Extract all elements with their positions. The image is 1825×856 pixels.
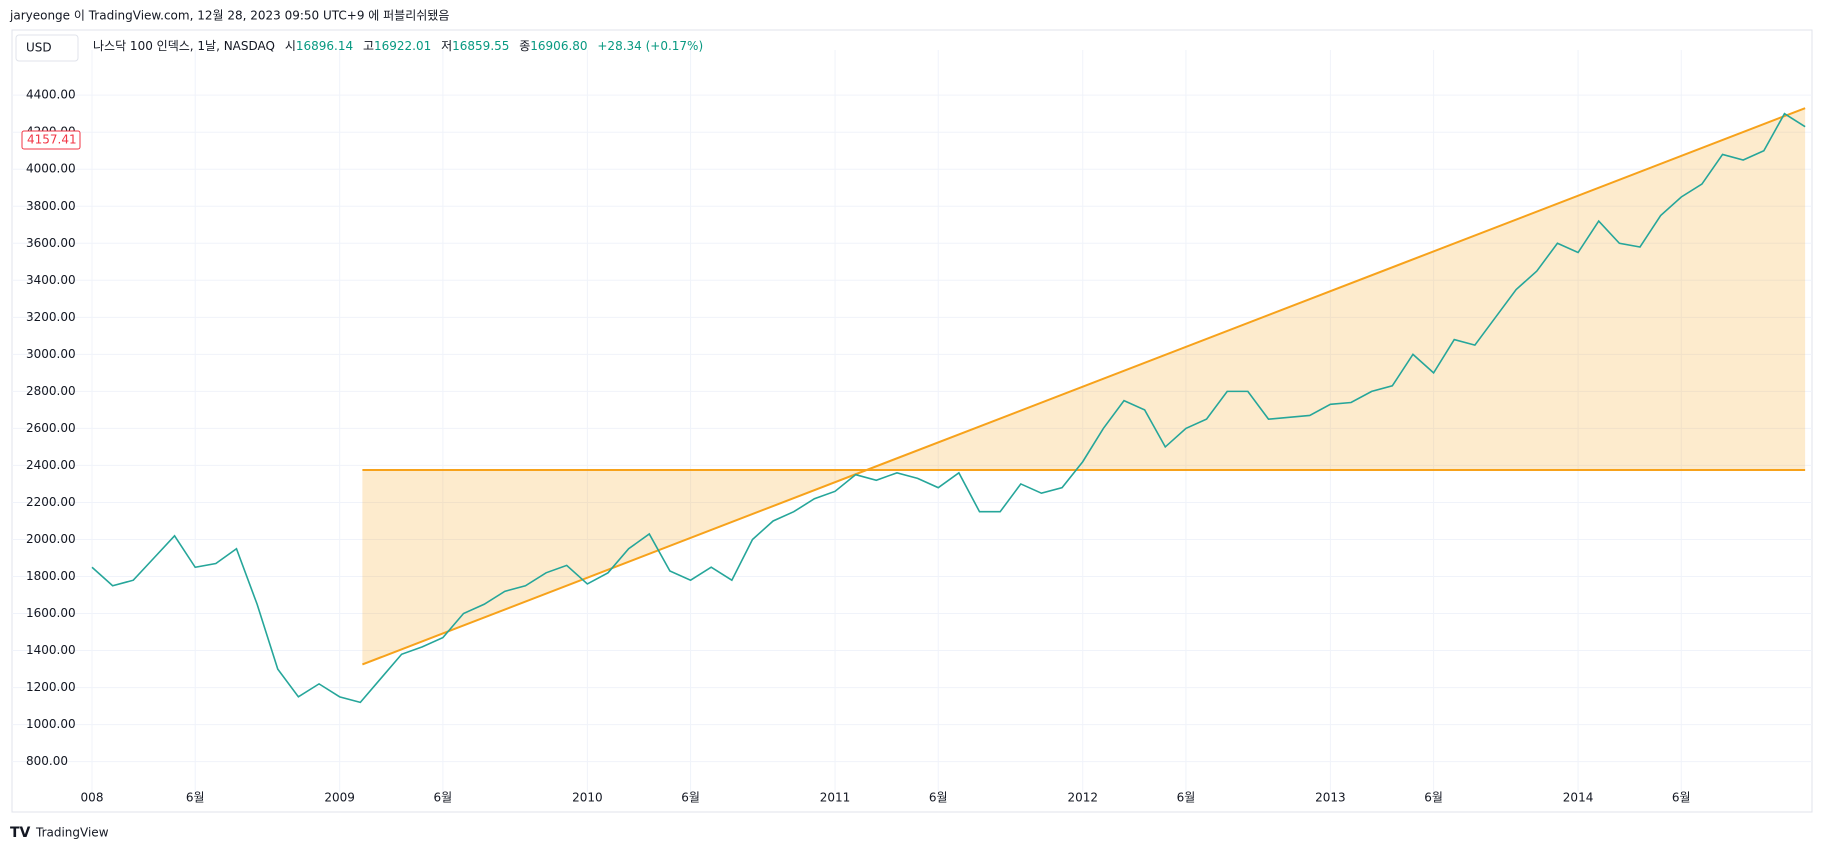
y-tick-label: 2600.00 xyxy=(26,421,76,435)
y-tick-label: 1000.00 xyxy=(26,717,76,731)
currency: USD xyxy=(26,41,52,55)
y-tick-label: 1200.00 xyxy=(26,680,76,694)
price-tag-box xyxy=(21,130,81,150)
x-tick-label: 008 xyxy=(81,791,104,805)
x-tick-label: 6월 xyxy=(1672,791,1691,805)
x-tick-label: 6월 xyxy=(929,791,948,805)
x-tick-label: 2013 xyxy=(1315,791,1346,805)
y-tick-label: 2200.00 xyxy=(26,495,76,509)
y-tick-label: 3400.00 xyxy=(26,273,76,287)
y-tick-label: 4000.00 xyxy=(26,162,76,176)
y-tick-label: 4400.00 xyxy=(26,88,76,102)
logo: 𝗧𝗩 xyxy=(10,825,31,841)
y-tick-label: 2400.00 xyxy=(26,458,76,472)
x-tick-label: 2009 xyxy=(324,791,355,805)
x-tick-label: 2012 xyxy=(1067,791,1098,805)
x-tick-label: 6월 xyxy=(681,791,700,805)
currency-button[interactable] xyxy=(15,34,79,62)
y-tick-label: 1400.00 xyxy=(26,643,76,657)
trend-line xyxy=(362,107,1806,666)
brand: TradingView xyxy=(35,826,109,840)
x-tick-label: 2010 xyxy=(572,791,603,805)
close: 16906.80 xyxy=(530,39,587,53)
y-tick-label: 1600.00 xyxy=(26,606,76,620)
high-label: 고 xyxy=(363,39,374,53)
x-tick-label: 6월 xyxy=(1424,791,1443,805)
y-tick-label: 3800.00 xyxy=(26,199,76,213)
change: +28.34 (+0.17%) xyxy=(597,39,703,53)
open: 16896.14 xyxy=(296,39,353,53)
y-tick-label: 800.00 xyxy=(26,754,68,768)
low-label: 저 xyxy=(441,39,452,53)
price-tag: 4157.41 xyxy=(27,133,77,147)
y-tick-label: 3000.00 xyxy=(26,347,76,361)
publisher: jaryeonge 이 TradingView.com, 12월 28, 202… xyxy=(9,9,449,23)
open-label: 시 xyxy=(285,39,296,53)
frame xyxy=(11,29,1813,813)
y-tick-label: 1800.00 xyxy=(26,569,76,583)
symbol: 나스닥 100 인덱스, 1날, NASDAQ xyxy=(93,39,275,53)
high: 16922.01 xyxy=(374,39,431,53)
x-tick-label: 2011 xyxy=(820,791,851,805)
legend: 나스닥 100 인덱스, 1날, NASDAQ 시16896.14 고16922… xyxy=(93,39,703,53)
x-tick-label: 2014 xyxy=(1563,791,1594,805)
x-tick-label: 6월 xyxy=(434,791,453,805)
price-line xyxy=(91,112,1806,704)
y-tick-label: 2000.00 xyxy=(26,532,76,546)
low: 16859.55 xyxy=(452,39,509,53)
x-tick-label: 6월 xyxy=(186,791,205,805)
y-tick-label: 3200.00 xyxy=(26,310,76,324)
y-tick-label: 3600.00 xyxy=(26,236,76,250)
y-tick-label: 2800.00 xyxy=(26,384,76,398)
close-label: 종 xyxy=(519,39,530,53)
plot: 800.00 1000.00 1200.00 1400.00 1600.00 1800.0… xyxy=(12,50,1812,805)
x-tick-label: 6월 xyxy=(1177,791,1196,805)
